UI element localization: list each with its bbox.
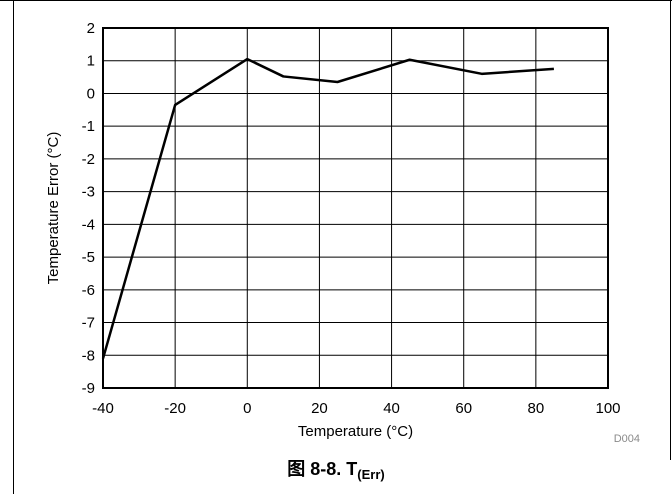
figure-caption: 图 8-8. T(Err)	[0, 455, 672, 482]
x-tick-label: 100	[595, 400, 620, 417]
y-tick-label: -8	[82, 347, 95, 364]
x-axis-title: Temperature (°C)	[298, 423, 413, 440]
frame-left-border	[13, 0, 14, 494]
x-tick-label: 60	[455, 400, 472, 417]
grid-lines	[102, 27, 609, 389]
caption-prefix: 图 8-8. T	[287, 459, 358, 479]
y-tick-label: -5	[82, 249, 95, 266]
x-tick-label: 40	[383, 400, 400, 417]
figure-code-label: D004	[614, 433, 640, 445]
y-axis-title: Temperature Error (°C)	[45, 132, 62, 285]
x-tick-label: -40	[92, 400, 114, 417]
frame-right-border	[670, 0, 671, 460]
y-tick-label: 1	[87, 53, 95, 70]
x-tick-label: 20	[311, 400, 328, 417]
y-tick-label: -4	[82, 216, 95, 233]
x-tick-label: 0	[243, 400, 251, 417]
caption-subscript: (Err)	[357, 467, 385, 482]
y-tick-label: -6	[82, 282, 95, 299]
series-layer	[101, 57, 554, 359]
y-tick-label: -2	[82, 151, 95, 168]
y-tick-label: -1	[82, 118, 95, 135]
frame-top-border	[0, 0, 672, 1]
x-tick-labels: -40 -20 0 20 40 60 80 100	[92, 400, 620, 417]
y-tick-label: -7	[82, 315, 95, 332]
x-tick-label: -20	[164, 400, 186, 417]
x-tick-label: 80	[528, 400, 545, 417]
y-tick-labels: 2 1 0 -1 -2 -3 -4 -5 -6 -7 -8 -9	[82, 20, 95, 397]
y-tick-label: -9	[82, 380, 95, 397]
series-line	[101, 57, 554, 359]
y-tick-label: 2	[87, 20, 95, 37]
temperature-error-chart: 2 1 0 -1 -2 -3 -4 -5 -6 -7 -8 -9 -40 -20 0 20 40 60 80 100…	[45, 20, 640, 445]
plot-area-border	[102, 27, 609, 389]
y-tick-label: -3	[82, 184, 95, 201]
y-tick-label: 0	[87, 85, 95, 102]
